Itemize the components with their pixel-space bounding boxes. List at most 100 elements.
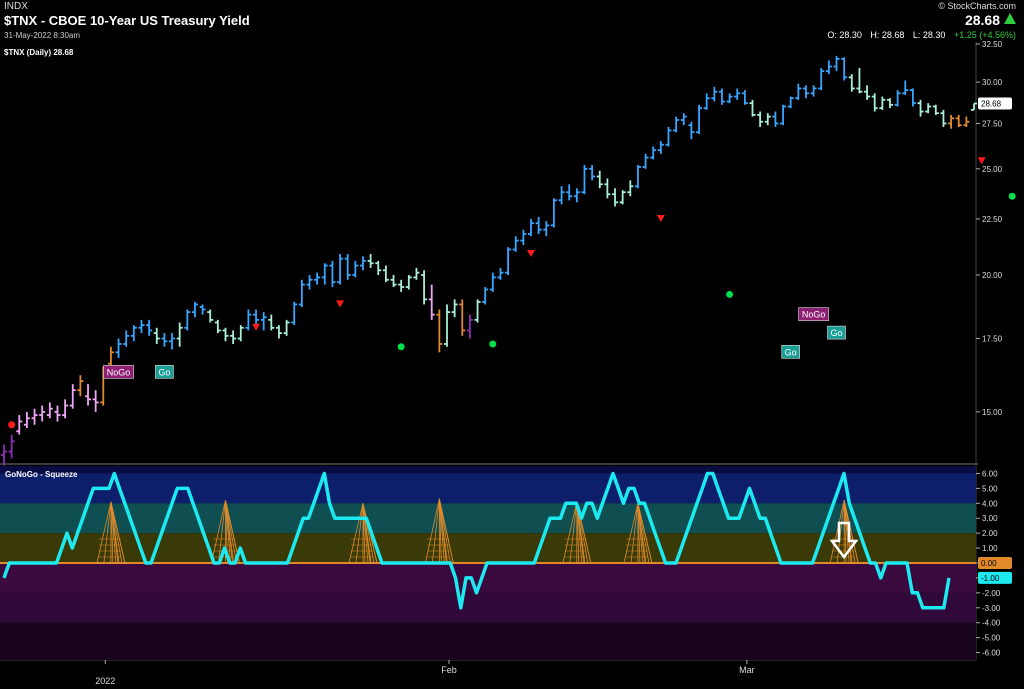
up-arrow-icon — [1004, 13, 1016, 24]
price-tick-label: 32.50 — [982, 40, 1003, 49]
squeeze-fan-line — [438, 498, 451, 564]
nogo-label-bg — [798, 307, 829, 321]
go-dot — [489, 340, 497, 348]
zero-value-tag: 0.00 — [981, 559, 997, 568]
osc-tick-label: -6.00 — [982, 649, 1001, 658]
osc-tick-label: 4.00 — [982, 499, 998, 508]
squeeze-fan-line — [110, 501, 123, 564]
price-tick-label: 17.50 — [982, 335, 1003, 344]
index-label: INDX — [4, 1, 28, 12]
squeeze-fan-line — [362, 503, 369, 564]
squeeze-zone — [0, 563, 976, 593]
osc-tick-label: 5.00 — [982, 484, 998, 493]
osc-tick-label: -3.00 — [982, 604, 1001, 613]
squeeze-fan-line — [836, 500, 845, 564]
squeeze-fan-line — [103, 501, 112, 564]
go-label-bg — [827, 325, 846, 340]
price-panel-label: $TNX (Daily) 28.68 — [4, 48, 74, 57]
go-label: Go — [785, 347, 797, 357]
squeeze-fan-line — [630, 503, 639, 564]
squeeze-zone — [0, 622, 976, 660]
squeeze-fan-line — [637, 503, 650, 564]
go-dot — [397, 343, 405, 351]
squeeze-fan-line — [362, 503, 375, 564]
x-tick-label: 2022 — [95, 676, 115, 686]
price-tick-label: 22.50 — [982, 215, 1003, 224]
squeeze-fan-line — [431, 498, 440, 564]
squeeze-fan-line — [355, 503, 364, 564]
copyright-label: © StockCharts.com — [938, 1, 1016, 11]
osc-tick-label: 3.00 — [982, 514, 998, 523]
last-price: 28.68 — [964, 12, 1000, 28]
ohlc-readout: O: 28.30 H: 28.68 L: 28.30 +1.25 (+4.56%… — [821, 30, 1016, 40]
squeeze-fan-line — [843, 500, 859, 564]
squeeze-fan-line — [637, 503, 644, 564]
go-dot — [726, 290, 734, 298]
osc-tick-label: -4.00 — [982, 619, 1001, 628]
osc-tick-label: -2.00 — [982, 589, 1001, 598]
osc-tick-label: 2.00 — [982, 529, 998, 538]
red-dot — [8, 421, 16, 429]
squeeze-fan-line — [110, 501, 117, 564]
price-tick-label: 27.50 — [982, 119, 1003, 128]
down-arrow-icon — [829, 521, 859, 560]
squeeze-fan-line — [637, 503, 653, 564]
squeeze-fan-line — [438, 498, 454, 564]
squeeze-fan-line — [637, 503, 641, 564]
squeeze-fan-line — [348, 503, 364, 564]
osc-tick-label: 1.00 — [982, 544, 998, 553]
x-tick-label: Feb — [441, 665, 457, 675]
squeeze-fan-line — [225, 500, 237, 564]
chart-date: 31-May-2022 8:30am — [4, 31, 81, 40]
squeeze-fan-line — [438, 498, 445, 564]
low-value: L: 28.30 — [912, 30, 946, 40]
squeeze-zone — [0, 592, 976, 623]
squeeze-fan-line — [562, 501, 578, 564]
nogo-label: NoGo — [802, 310, 826, 320]
squeeze-zone — [0, 466, 976, 474]
squeeze-fan-line — [110, 501, 126, 564]
x-tick-label: Mar — [739, 665, 755, 675]
change-value: +1.25 (+4.56%) — [953, 30, 1016, 40]
go-label: Go — [831, 328, 843, 338]
price-tick-label: 15.00 — [982, 408, 1003, 417]
last-price-tag-bg — [978, 97, 1012, 110]
trend-triangle-icon — [977, 157, 986, 165]
nogo-label: NoGo — [107, 367, 131, 377]
oscillator-panel-label: GoNoGo - Squeeze — [5, 470, 78, 479]
squeeze-zone — [0, 533, 976, 563]
squeeze-zone — [0, 473, 976, 504]
trend-triangle-icon — [252, 323, 261, 331]
price-tick-label: 30.00 — [982, 78, 1003, 87]
chart-title: $TNX - CBOE 10-Year US Treasury Yield — [4, 13, 250, 28]
go-dot — [1008, 192, 1016, 200]
squeeze-fan-line — [96, 501, 112, 564]
squeeze-fan-line — [225, 500, 231, 564]
squeeze-fan-line — [424, 498, 440, 564]
osc-tick-label: -5.00 — [982, 634, 1001, 643]
nogo-label-bg — [103, 365, 134, 379]
go-label-bg — [781, 345, 800, 359]
last-price-tag: 28.68 — [981, 99, 1002, 108]
trend-triangle-icon — [527, 250, 536, 258]
go-label-bg — [155, 365, 174, 379]
last-value-tag: -1.00 — [981, 574, 1000, 583]
trend-triangle-icon — [336, 300, 345, 308]
price-tick-label: 25.00 — [982, 165, 1003, 174]
squeeze-fan-line — [576, 501, 580, 564]
zero-value-tag-bg — [978, 557, 1012, 569]
squeeze-fan-line — [829, 500, 845, 564]
squeeze-fan-line — [218, 500, 226, 564]
squeeze-line — [2, 471, 951, 610]
high-value: H: 28.68 — [870, 30, 905, 40]
last-value-tag-bg — [978, 571, 1012, 584]
trend-triangle-icon — [656, 214, 665, 222]
open-value: O: 28.30 — [827, 30, 862, 40]
squeeze-fan-line — [438, 498, 442, 564]
osc-tick-label: 6.00 — [982, 469, 998, 478]
price-tick-label: 20.00 — [982, 271, 1003, 280]
squeeze-fan-line — [110, 501, 114, 564]
squeeze-fan-line — [623, 503, 639, 564]
squeeze-fan-line — [569, 501, 578, 564]
